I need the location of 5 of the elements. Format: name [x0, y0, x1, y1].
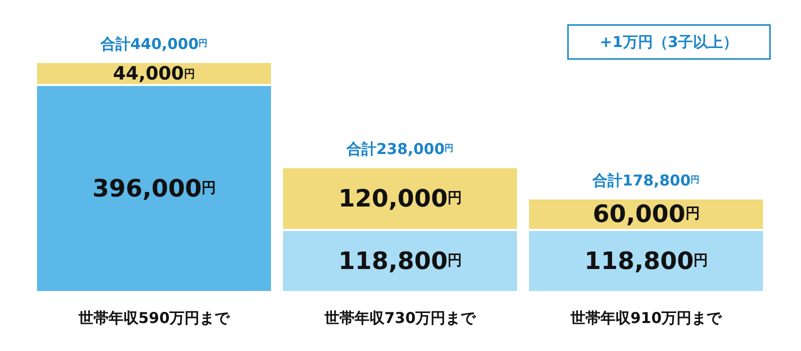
x-tick-label: 世帯年収910万円まで — [569, 309, 723, 327]
x-tick-label: 世帯年収730万円まで — [323, 309, 477, 327]
x-tick-label: 世帯年収590万円まで — [77, 309, 231, 327]
text: +1万円（3子以上） — [600, 33, 738, 51]
data-label: 44,000円 — [113, 63, 195, 84]
